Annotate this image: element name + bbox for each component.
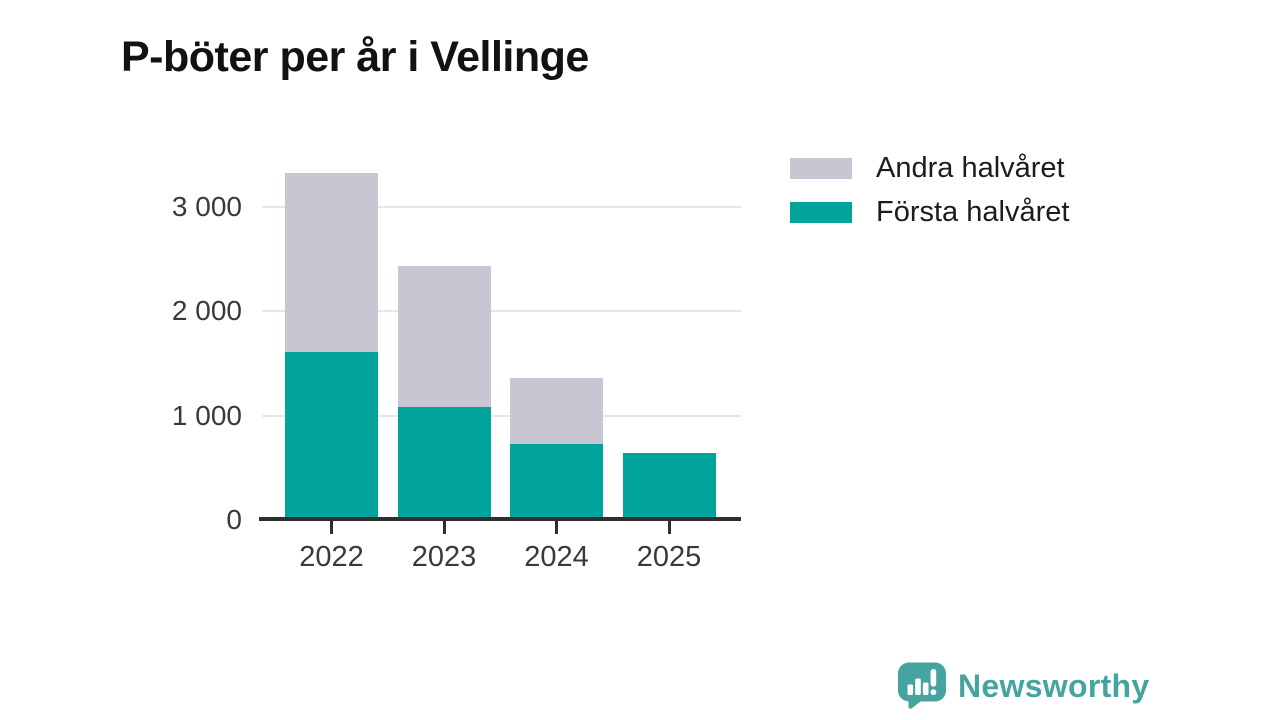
x-axis-tick-label: 2023: [411, 541, 477, 573]
legend-swatch-andra-halvaret: [790, 157, 852, 179]
bar-segment-forsta-halvaret: [397, 407, 491, 520]
legend-item-forsta-halvaret: Första halvåret: [790, 195, 1070, 228]
chart-title: P-böter per år i Vellinge: [121, 32, 589, 81]
legend-swatch-forsta-halvaret: [790, 201, 852, 223]
bar-segment-forsta-halvaret: [285, 352, 378, 520]
gridline: [262, 206, 741, 208]
x-axis-tick-label: 2024: [524, 541, 589, 573]
gridline: [262, 310, 741, 313]
bar-segment-andra-halvaret: [285, 172, 378, 353]
y-axis-tick-label: 1 000: [171, 399, 242, 431]
y-axis-tick-label: 3 000: [171, 191, 242, 222]
x-axis-tick-label: 2025: [636, 541, 702, 573]
x-axis-line: [259, 517, 741, 521]
brand-footer: Newsworthy: [897, 662, 1149, 710]
bar-segment-andra-halvaret: [397, 265, 491, 408]
legend-label-andra-halvaret: Andra halvåret: [876, 151, 1065, 184]
bar-segment-forsta-halvaret: [510, 443, 603, 520]
x-axis-tick: [442, 521, 446, 534]
gridline: [262, 414, 741, 417]
x-axis-tick-label: 2022: [299, 541, 364, 573]
y-axis-tick-label: 0: [226, 504, 242, 535]
legend-item-andra-halvaret: Andra halvåret: [790, 151, 1069, 184]
newsworthy-wordmark: Newsworthy: [958, 667, 1150, 704]
bar-segment-forsta-halvaret: [622, 452, 716, 520]
y-axis-tick-label: 2 000: [171, 295, 242, 327]
x-axis-tick: [330, 521, 333, 534]
newsworthy-logo-icon: [898, 662, 946, 709]
bar-segment-andra-halvaret: [510, 378, 603, 444]
legend-label-forsta-halvaret: Första halvåret: [876, 195, 1070, 228]
x-axis-tick: [555, 521, 558, 534]
legend: Andra halvåret Första halvåret: [790, 151, 1070, 228]
x-axis-tick: [667, 521, 671, 534]
